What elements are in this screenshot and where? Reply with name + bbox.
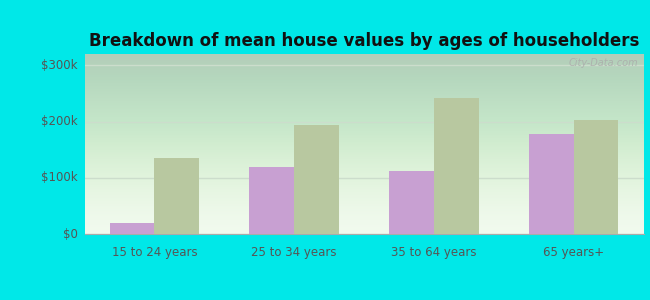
- Bar: [155, 158, 199, 234]
- Text: $100k: $100k: [42, 171, 78, 184]
- Bar: [110, 223, 155, 234]
- Text: 15 to 24 years: 15 to 24 years: [112, 246, 197, 259]
- Bar: [294, 125, 339, 234]
- Text: $200k: $200k: [42, 115, 78, 128]
- Text: $0: $0: [63, 227, 78, 241]
- Bar: [434, 98, 478, 234]
- Legend: Wichita County, Kansas: Wichita County, Kansas: [254, 298, 474, 300]
- Bar: [250, 167, 294, 234]
- Text: 65 years+: 65 years+: [543, 246, 604, 259]
- Text: $300k: $300k: [42, 59, 78, 72]
- Text: 35 to 64 years: 35 to 64 years: [391, 246, 476, 259]
- Bar: [529, 134, 573, 234]
- Text: City-Data.com: City-Data.com: [568, 58, 638, 68]
- Bar: [389, 171, 434, 234]
- Bar: [573, 120, 618, 234]
- Title: Breakdown of mean house values by ages of householders: Breakdown of mean house values by ages o…: [89, 32, 639, 50]
- Text: 25 to 34 years: 25 to 34 years: [252, 246, 337, 259]
